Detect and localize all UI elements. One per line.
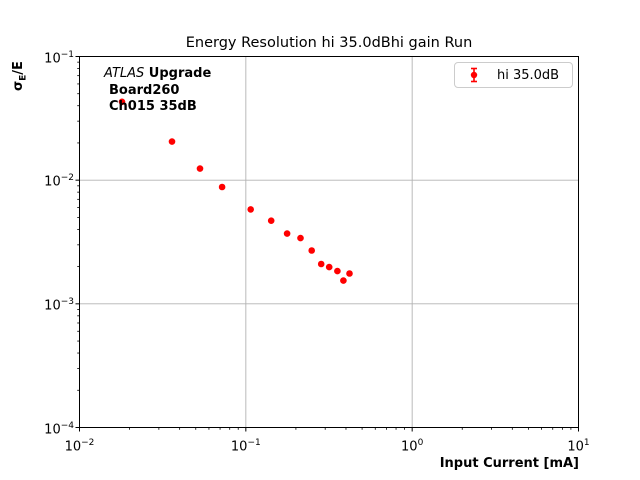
data-point[interactable]	[247, 206, 254, 213]
data-point[interactable]	[283, 230, 291, 237]
x-tick-label: 10−2	[64, 438, 95, 455]
y-tick-label: 10−1	[44, 49, 74, 66]
y-tick-label: 10−2	[44, 173, 74, 190]
annotation-block: ATLAS Upgrade Board260 Ch015 35dB	[104, 66, 211, 116]
x-tick-label: 100	[401, 438, 424, 455]
annotation-line-channel: Ch015 35dB	[109, 99, 197, 114]
legend-errorbar-icon	[470, 67, 478, 83]
y-tick-label: 10−4	[44, 420, 74, 437]
data-point[interactable]	[317, 260, 325, 268]
data-point[interactable]	[218, 183, 226, 191]
data-point[interactable]	[325, 263, 333, 271]
legend-box[interactable]: hi 35.0dB	[454, 62, 573, 88]
x-tick-label: 101	[567, 438, 590, 455]
y-axis-label: σE/E	[11, 45, 29, 107]
legend-label: hi 35.0dB	[497, 67, 560, 83]
y-axis-label-sigma: σ	[11, 80, 26, 91]
data-point[interactable]	[308, 247, 316, 254]
annotation-line-experiment: ATLAS Upgrade	[104, 66, 211, 83]
y-tick-label: 10−3	[44, 296, 74, 314]
data-point[interactable]	[297, 234, 304, 242]
data-point[interactable]	[334, 267, 341, 275]
chart-title: Energy Resolution hi 35.0dBhi gain Run	[185, 35, 473, 51]
data-point[interactable]	[346, 270, 353, 277]
data-point[interactable]	[118, 98, 126, 106]
data-point[interactable]	[196, 165, 204, 172]
x-tick-label: 10−1	[230, 438, 261, 455]
x-axis-label: Input Current [mA]	[439, 456, 579, 471]
annotation-upgrade: Upgrade	[144, 66, 212, 81]
y-axis-label-rest: /E	[11, 61, 26, 75]
axes-spines	[79, 56, 579, 428]
data-point[interactable]	[340, 277, 347, 284]
data-point[interactable]	[267, 217, 275, 224]
y-axis-label-sub: E	[18, 74, 29, 81]
annotation-atlas: ATLAS	[104, 66, 145, 81]
annotation-line-board: Board260	[109, 82, 180, 98]
data-point[interactable]	[168, 138, 176, 145]
